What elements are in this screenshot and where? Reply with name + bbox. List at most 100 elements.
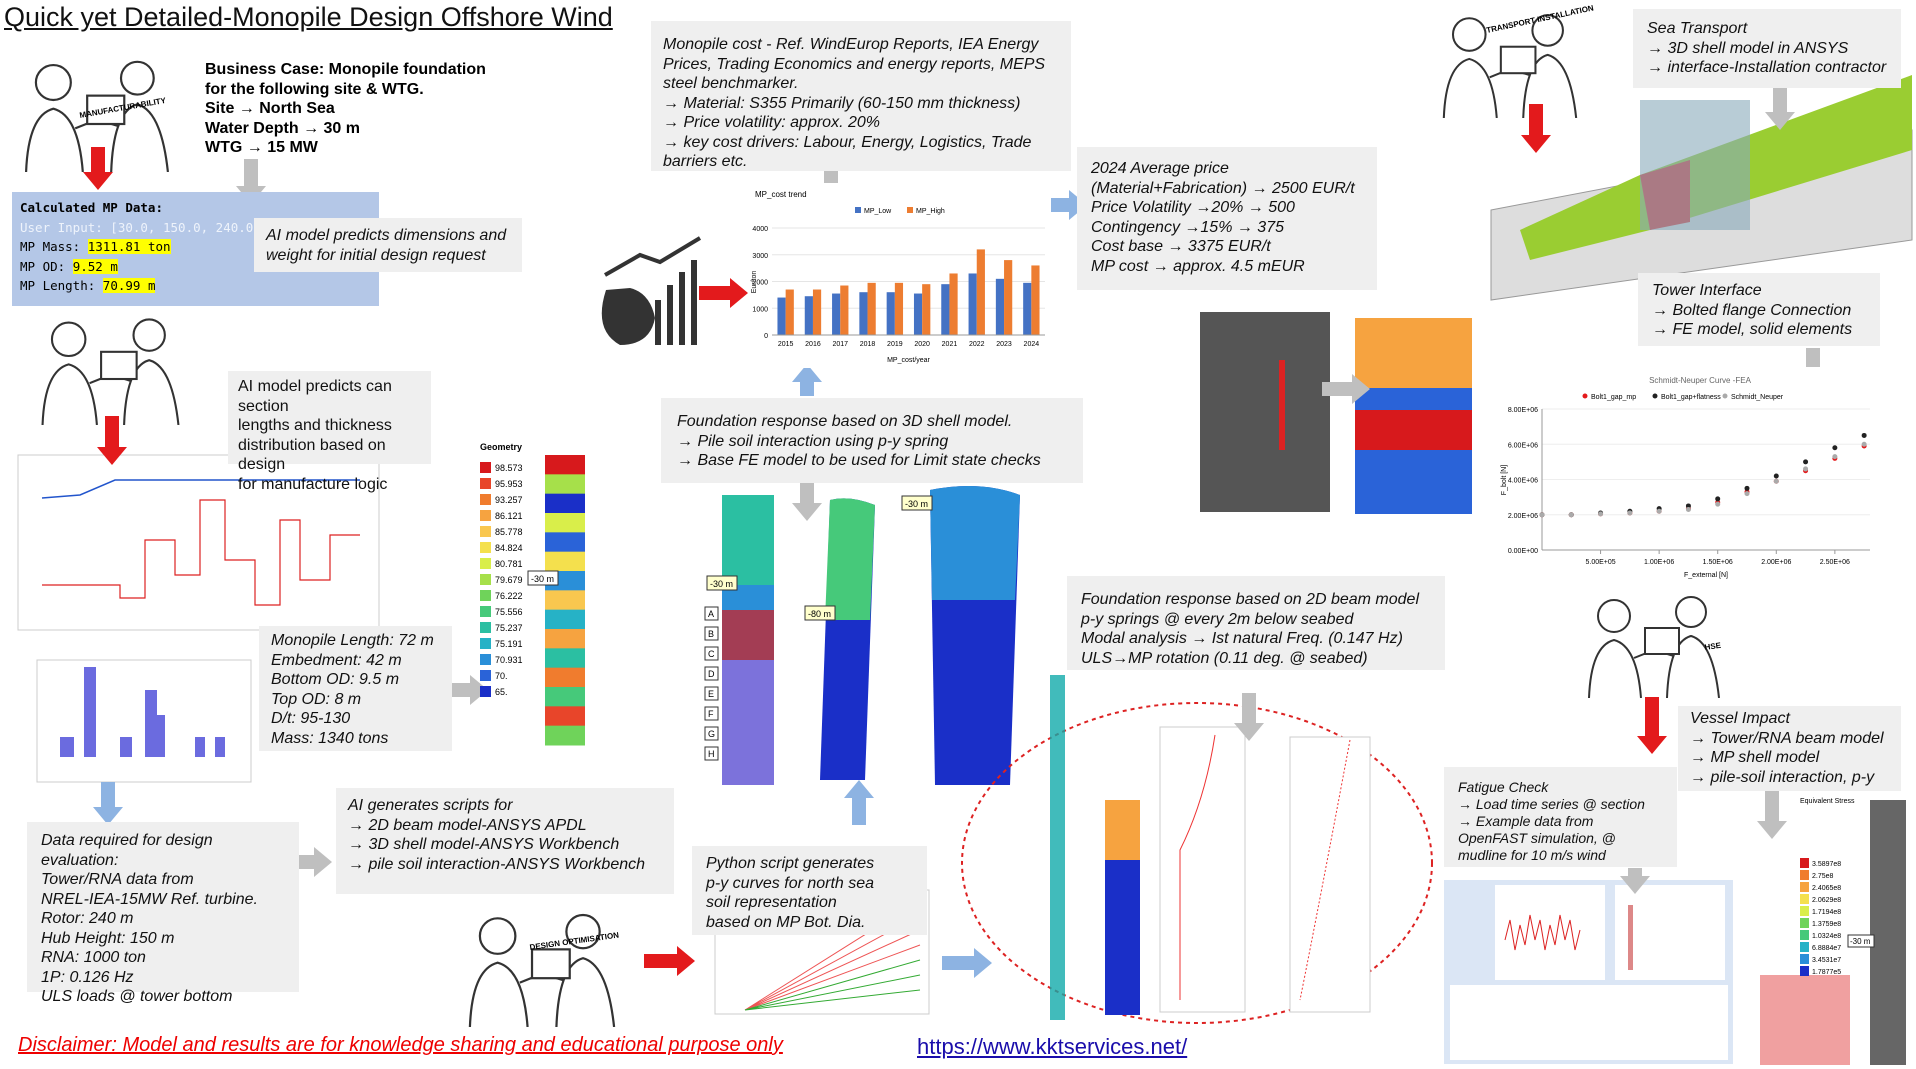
- marker-box: [704, 646, 719, 661]
- website-link[interactable]: https://www.kktservices.net/: [917, 1034, 1188, 1059]
- x-tick-label: 2015: [778, 341, 794, 348]
- marker-box: [1847, 934, 1875, 948]
- point: [1627, 510, 1633, 516]
- point: [1861, 432, 1867, 438]
- text-line: → Tower/RNA beam model: [1690, 729, 1884, 747]
- x-axis-label: F_external [N]: [1684, 572, 1728, 579]
- calc-value: 9.52 m: [72, 258, 118, 274]
- bar: [812, 289, 822, 335]
- y-tick-label: 0.00E+00: [1508, 548, 1538, 555]
- chart-bg: [1495, 367, 1875, 563]
- marker-box: [527, 570, 559, 586]
- bar: [832, 293, 841, 335]
- legend-label: 80.781: [495, 559, 523, 569]
- legend-label: 2.75e8: [1812, 873, 1834, 880]
- x-tick-label: 2024: [1024, 341, 1040, 348]
- marker-box: [704, 606, 719, 621]
- note: Monopile cost - Ref. WindEurop Reports, …: [651, 21, 1071, 171]
- beam-model: [961, 675, 1433, 1024]
- text-line: (Material+Fabrication) → 2500 EUR/t: [1091, 179, 1355, 197]
- arrow: [1521, 104, 1551, 153]
- thickness-histogram: [36, 659, 252, 783]
- arrow: [844, 780, 874, 825]
- x-tick-label: 2020: [914, 341, 930, 348]
- legend-label: 75.556: [495, 607, 523, 617]
- text-line: p-y springs @ every 2m below seabed: [1081, 610, 1354, 628]
- arrow: [1234, 693, 1264, 741]
- marker-box: [704, 746, 719, 761]
- fatigue-screen: [1444, 880, 1733, 1064]
- bar: [785, 289, 794, 335]
- legend-swatch: [1800, 954, 1809, 964]
- y-tick-label: 4.00E+06: [1508, 478, 1538, 485]
- legend-swatch: [1800, 918, 1809, 928]
- marker-label: -30 m: [710, 579, 733, 589]
- y-tick-label: 0: [764, 333, 768, 340]
- legend-swatch: [1800, 882, 1809, 892]
- legend-label: 98.573: [495, 463, 523, 473]
- marker-label: -30 m: [531, 574, 554, 584]
- text-line: Water Depth → 30 m: [205, 119, 360, 137]
- arrow: [83, 147, 113, 190]
- bar: [976, 249, 985, 335]
- point: [1539, 512, 1545, 518]
- bar: [922, 284, 931, 335]
- legend-swatch: [480, 558, 491, 569]
- x-tick-label: 1.50E+06: [1703, 559, 1733, 566]
- text-line: Contingency →15% → 375: [1091, 218, 1284, 236]
- legend-swatch: [480, 462, 491, 473]
- text-line: → MP shell model: [1690, 749, 1820, 766]
- legend-swatch: [1800, 894, 1809, 904]
- note: Vessel Impact → Tower/RNA beam model → MP …: [1678, 706, 1901, 791]
- text-line: Prices, Trading Economics and energy rep…: [663, 55, 1046, 73]
- bar: [894, 282, 904, 335]
- x-tick-label: 2016: [805, 341, 821, 348]
- legend-label: 1.7194e8: [1812, 909, 1841, 916]
- geometry-segment: [545, 648, 585, 669]
- geometry-segment: [545, 493, 585, 514]
- note: Python script generates p-y curves for no…: [692, 846, 927, 935]
- text-line: Mass: 1340 tons: [271, 729, 389, 747]
- legend-label: 2.0629e8: [1812, 897, 1841, 904]
- legend-swatch: [480, 638, 491, 649]
- legend-label: Schmidt_Neuper: [1731, 394, 1784, 401]
- legend-swatch: [480, 622, 491, 633]
- geometry-segment: [545, 551, 585, 572]
- x-tick-label: 2.00E+06: [1761, 559, 1791, 566]
- legend-label: 3.5897e8: [1812, 861, 1841, 868]
- text-line: WTG → 15 MW: [205, 139, 318, 156]
- bar: [949, 273, 958, 335]
- text-line: Fatigue Check: [1458, 779, 1549, 795]
- bar: [777, 297, 786, 335]
- point: [1685, 506, 1691, 512]
- point: [1803, 459, 1809, 465]
- bar: [886, 292, 895, 335]
- arrow: [699, 278, 748, 308]
- legend-swatch: [480, 542, 491, 553]
- legend-label: 65.: [495, 687, 508, 697]
- point: [1744, 485, 1750, 491]
- marker-box: [901, 495, 933, 511]
- point: [1744, 491, 1750, 497]
- legend-label: 84.824: [495, 543, 523, 553]
- text-line: → Price volatility: approx. 20%: [663, 114, 880, 131]
- legend-label: 70.: [495, 671, 508, 681]
- bar: [859, 292, 868, 335]
- money-icon: [601, 236, 702, 345]
- note: Data required for design evaluation: Towe…: [27, 822, 299, 1005]
- text-line: 1P: 0.126 Hz: [41, 968, 134, 986]
- text-line: → 2D beam model-ANSYS APDL: [348, 816, 587, 834]
- flange-model: [1200, 312, 1472, 514]
- legend-swatch: [480, 590, 491, 601]
- text-line: Python script generates: [706, 855, 875, 872]
- text-line: distribution based on design: [238, 436, 386, 474]
- point: [1568, 512, 1574, 518]
- text-line: Data required for design evaluation:: [41, 832, 213, 869]
- note: AI model predicts can section lengths and…: [228, 371, 431, 493]
- point: [1803, 466, 1809, 472]
- text-line: AI model predicts can section: [238, 378, 392, 415]
- text-line: based on MP Bot. Dia.: [706, 913, 866, 931]
- vessel-model: [1760, 800, 1906, 1065]
- legend-label: 95.953: [495, 479, 523, 489]
